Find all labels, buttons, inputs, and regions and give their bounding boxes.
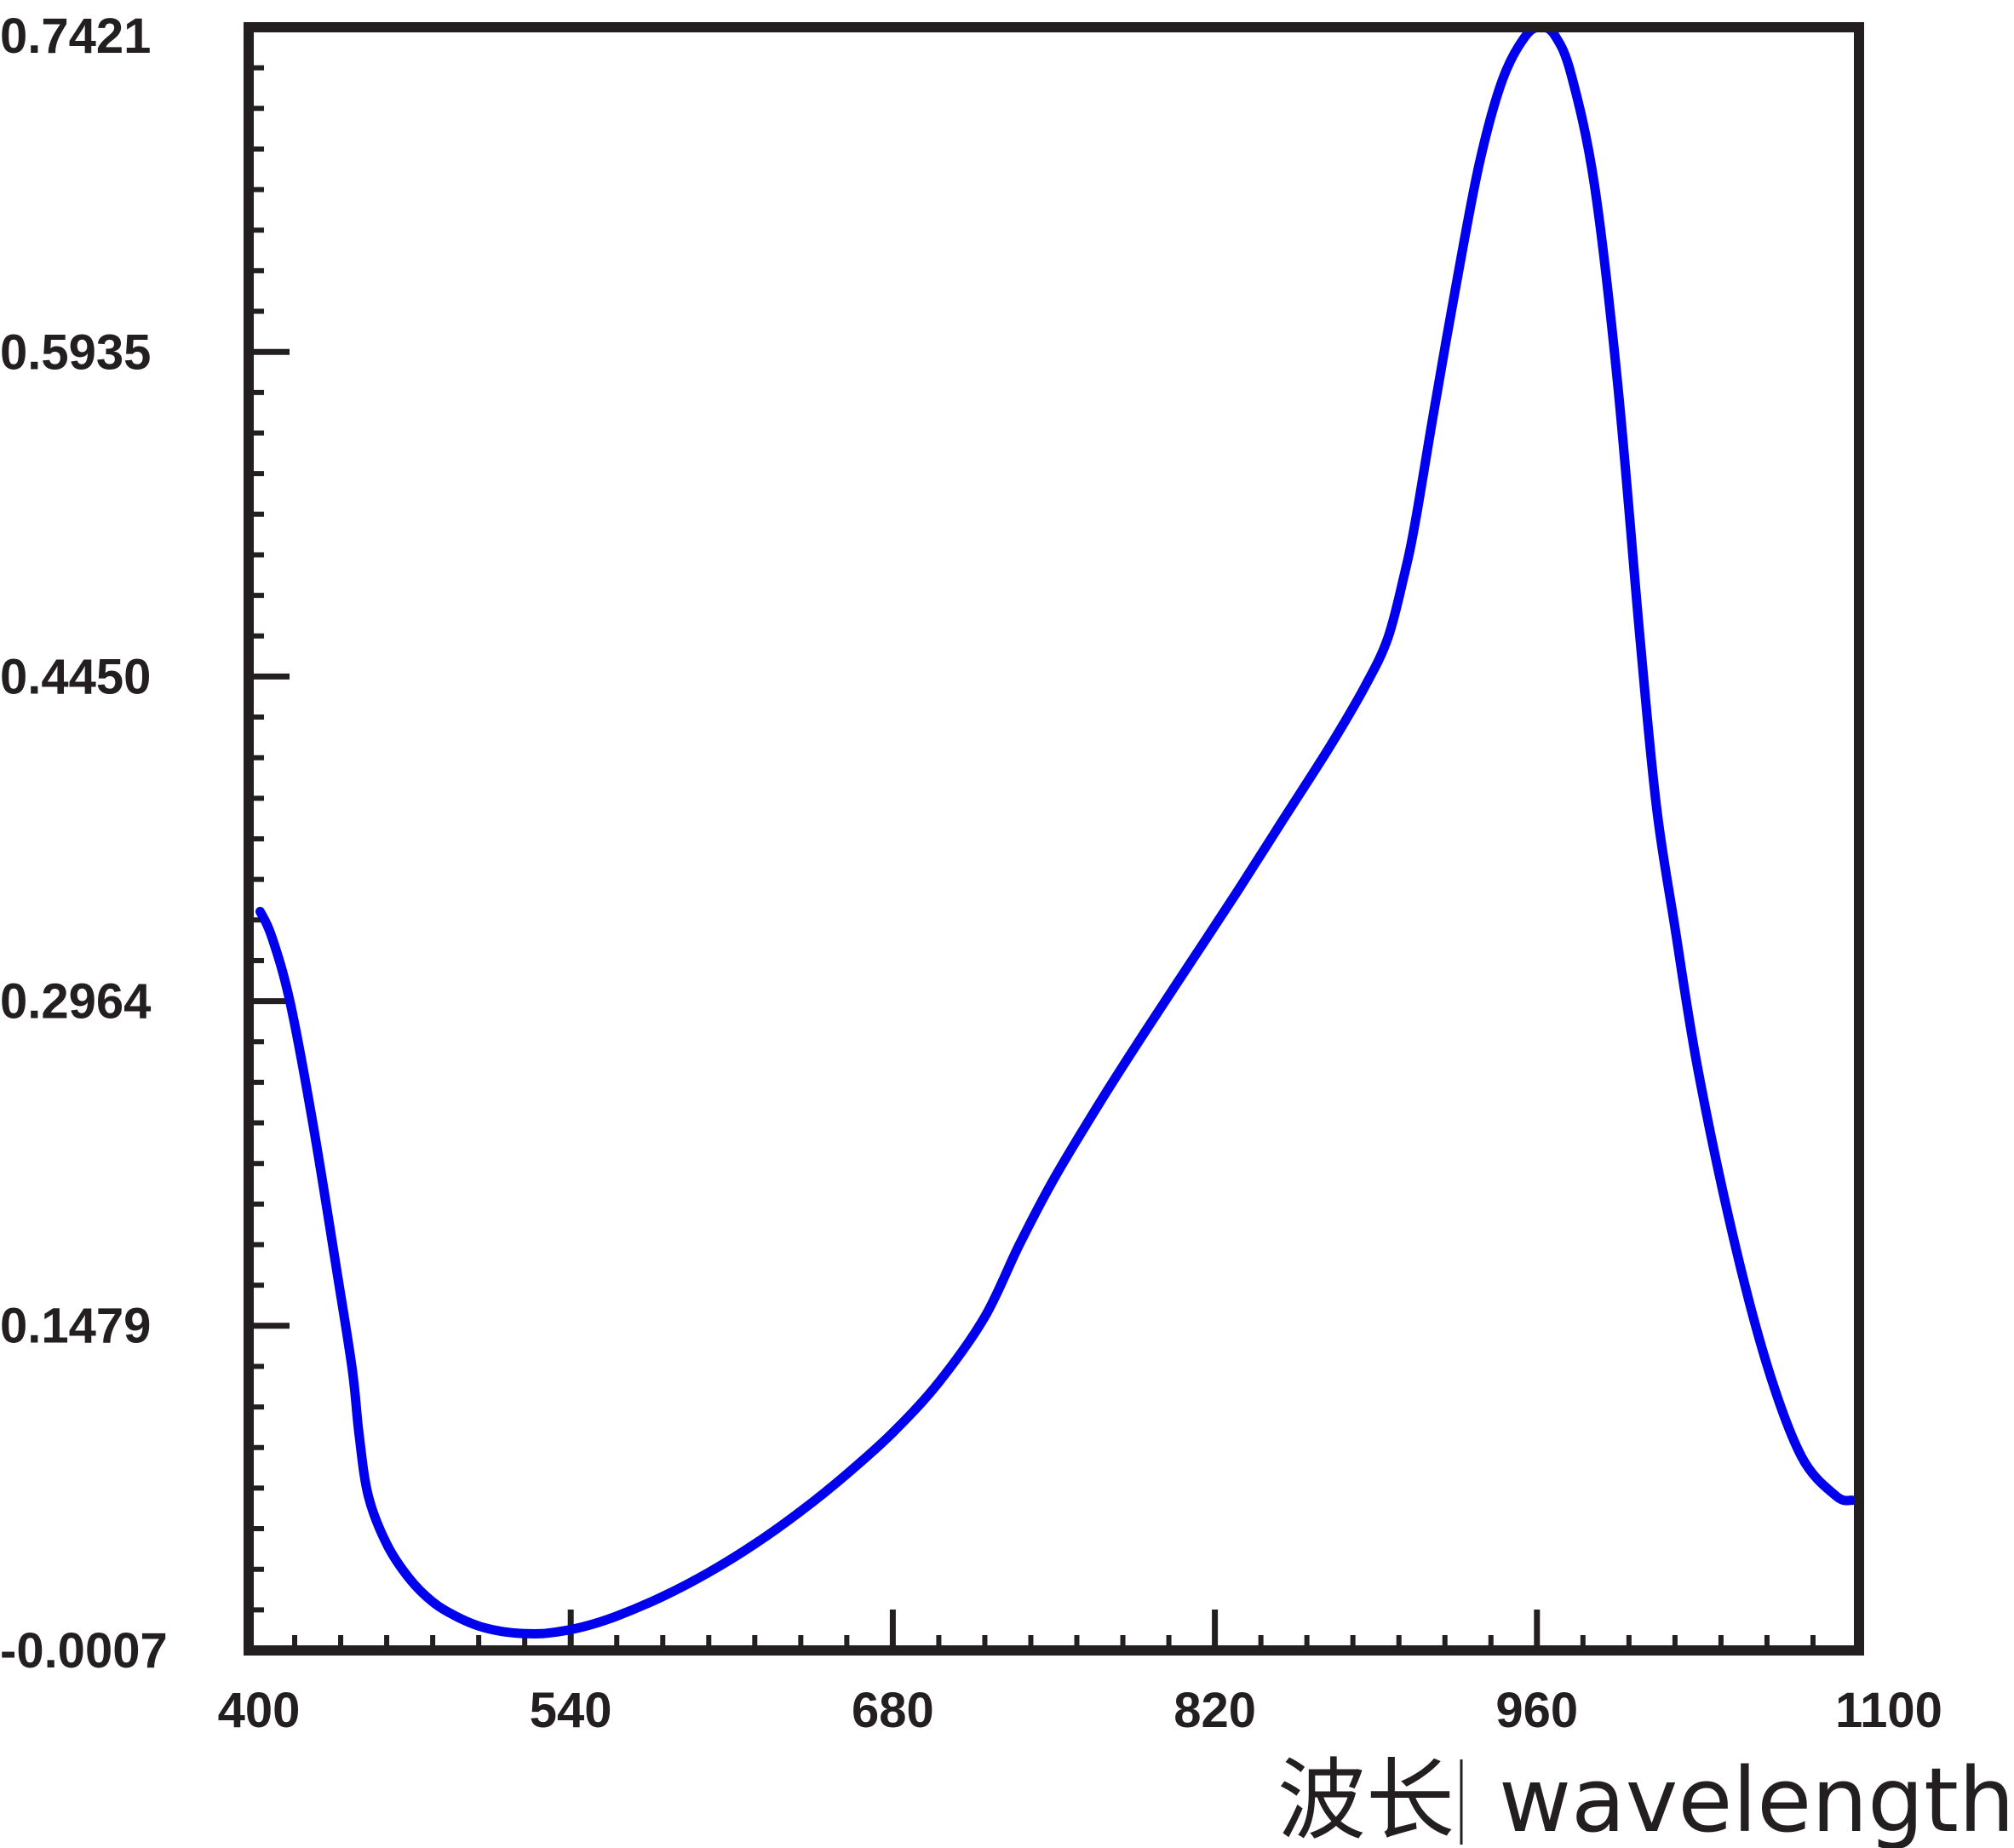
x-tick-label: 1100 bbox=[1835, 1683, 1942, 1738]
x-axis-label-en: wavelength bbox=[1499, 1748, 2014, 1848]
x-axis-label: 波长 bbox=[1277, 1748, 1455, 1848]
y-tick-label: 0.5935 bbox=[0, 324, 151, 380]
y-tick-label: 0.7421 bbox=[0, 9, 151, 64]
y-tick-labels: -0.0007 0.1479 0.2964 0.4450 0.5935 0.7421 bbox=[0, 9, 168, 1679]
x-tick-labels: 400 540 680 820 960 1100 bbox=[218, 1683, 1942, 1738]
y-tick-label: 0.4450 bbox=[0, 649, 151, 704]
series-line bbox=[255, 22, 1857, 1639]
x-tick-label: 960 bbox=[1495, 1683, 1578, 1738]
y-tick-label: -0.0007 bbox=[0, 1623, 168, 1679]
x-tick-label: 540 bbox=[530, 1683, 612, 1738]
y-tick-label: 0.1479 bbox=[0, 1299, 151, 1354]
x-tick-label: 820 bbox=[1173, 1683, 1256, 1738]
x-tick-label: 400 bbox=[218, 1683, 301, 1738]
x-tick-label: 680 bbox=[852, 1683, 934, 1738]
plot-frame bbox=[244, 22, 1864, 1656]
y-tick-label: 0.2964 bbox=[0, 974, 151, 1030]
